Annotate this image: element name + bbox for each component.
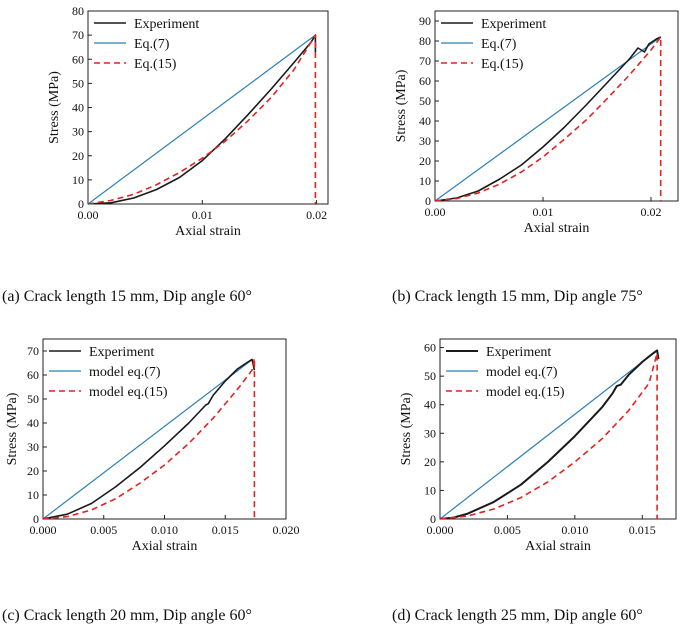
chart-a-ytick-label: 50 [72,76,84,90]
chart-b-ytick-label: 70 [419,54,431,68]
chart-c-frame [42,338,287,520]
chart-a-ytick-label: 80 [72,4,84,18]
chart-d-group: 0 10 20 30 40 50 60 0.000 0.005 0.010 0.015 Axial s… [399,338,677,554]
chart-d-series-3-line [440,352,658,519]
chart-b-xtick-label: 0.02 [641,205,662,219]
chart-b-xlabel: Axial strain [524,221,590,236]
chart-d-legend-label: Experiment [486,345,551,360]
chart-a-series-3-line [88,34,317,204]
caption-b: (b) Crack length 15 mm, Dip angle 75° [392,288,643,305]
chart-d-ytick-label: 50 [424,369,436,383]
chart-b-ytick-label: 40 [419,114,431,128]
chart-b-series-3-line [435,36,662,201]
chart-d-legend-label: model eq.(7) [486,365,558,380]
chart-c-xtick-label: 0.010 [151,523,178,537]
chart-b-ytick-label: 50 [419,94,431,108]
chart-d-legend-label: model eq.(15) [486,385,565,400]
chart-c-legend-label: model eq.(15) [89,385,168,400]
caption-c: (c) Crack length 20 mm, Dip angle 60° [2,607,252,624]
chart-d-ylabel: Stress (MPa) [399,392,414,465]
chart-a-legend-label: Experiment [134,17,199,32]
chart-b-ylabel: Stress (MPa) [394,69,409,142]
chart-b-ytick-label: 60 [419,74,431,88]
chart-b-xtick-label: 0.01 [533,205,554,219]
chart-c-ytick-label: 70 [27,344,39,358]
chart-c-series-1-line [43,358,256,519]
chart-b-legend-label: Eq.(7) [481,37,517,52]
chart-c-ytick-label: 60 [27,368,39,382]
chart-d-ytick-label: 10 [424,483,436,497]
chart-a-group: 0 10 20 30 40 50 60 70 80 0.00 0.01 0.02 Axial strai… [47,4,329,239]
chart-a-ytick-label: 30 [72,125,84,139]
chart-d-xtick-label: 0.015 [629,523,656,537]
chart-d-xtick-label: 0.010 [561,523,588,537]
chart-b-ytick-label: 80 [419,34,431,48]
chart-b-series-1-line [435,36,662,201]
chart-c-ytick-label: 10 [27,488,39,502]
chart-c-series-3-line [43,357,256,519]
caption-a: (a) Crack length 15 mm, Dip angle 60° [2,288,252,305]
chart-a-ytick-label: 0 [78,197,84,211]
chart-c-ylabel: Stress (MPa) [5,392,20,465]
chart-c-ytick-label: 30 [27,440,39,454]
chart-d-ytick-label: 0 [430,512,436,526]
chart-b-ytick-label: 20 [419,154,431,168]
chart-a-ytick-label: 40 [72,101,84,115]
chart-a-ytick-label: 70 [72,28,84,42]
chart-d-xtick-label: 0.005 [494,523,521,537]
chart-c-xtick-label: 0.015 [212,523,239,537]
chart-d-ytick-label: 30 [424,426,436,440]
chart-a-ytick-label: 60 [72,52,84,66]
chart-a-legend-label: Eq.(7) [134,37,170,52]
chart-c-legend-label: model eq.(7) [89,365,161,380]
chart-c-ytick-label: 40 [27,416,39,430]
chart-a-ylabel: Stress (MPa) [47,71,62,144]
chart-b-xtick-label: 0.00 [425,205,446,219]
chart-b-frame [434,10,679,202]
chart-c-legend-label: Experiment [89,345,154,360]
chart-b-ytick-label: 30 [419,134,431,148]
chart-c-ytick-label: 0 [33,512,39,526]
chart-b-group: 0 10 20 30 40 50 60 70 80 90 0.00 0.01 0.02 Axial str… [394,10,679,236]
chart-c-xtick-label: 0.000 [30,523,57,537]
chart-a-xtick-label: 0.02 [306,208,327,222]
chart-c-xtick-label: 0.005 [90,523,117,537]
chart-d-ytick-label: 60 [424,341,436,355]
caption-d: (d) Crack length 25 mm, Dip angle 60° [392,607,643,624]
chart-c-group: 0 10 20 30 40 50 60 70 0.000 0.005 0.010 0.015 0.020… [5,338,300,554]
chart-d-xlabel: Axial strain [525,539,591,554]
chart-a-series-2-line [88,34,316,204]
chart-d-ytick-label: 20 [424,455,436,469]
chart-a-xtick-label: 0.01 [192,208,213,222]
chart-b-legend-label: Eq.(15) [481,57,524,72]
chart-c-ytick-label: 20 [27,464,39,478]
chart-d-xtick-label: 0.000 [427,523,454,537]
chart-b-legend-label: Experiment [481,17,546,32]
chart-a-ytick-label: 10 [72,173,84,187]
chart-a-frame [87,10,329,205]
chart-c-ytick-label: 50 [27,392,39,406]
chart-b-ytick-label: 10 [419,174,431,188]
chart-a-xtick-label: 0.00 [78,208,99,222]
chart-c-xtick-label: 0.020 [273,523,300,537]
chart-d-series-2-line [440,349,658,519]
chart-d-frame [439,338,677,520]
chart-a-xlabel: Axial strain [175,224,241,239]
chart-b-series-2-line [435,36,662,201]
chart-b-ytick-label: 0 [425,194,431,208]
chart-d-ytick-label: 40 [424,398,436,412]
chart-c-xlabel: Axial strain [132,539,198,554]
chart-d-series-1-line [440,349,660,519]
chart-c-series-2-line [43,360,252,519]
chart-a-legend-label: Eq.(15) [134,57,177,72]
chart-a-ytick-label: 20 [72,149,84,163]
chart-b-ytick-label: 90 [419,14,431,28]
